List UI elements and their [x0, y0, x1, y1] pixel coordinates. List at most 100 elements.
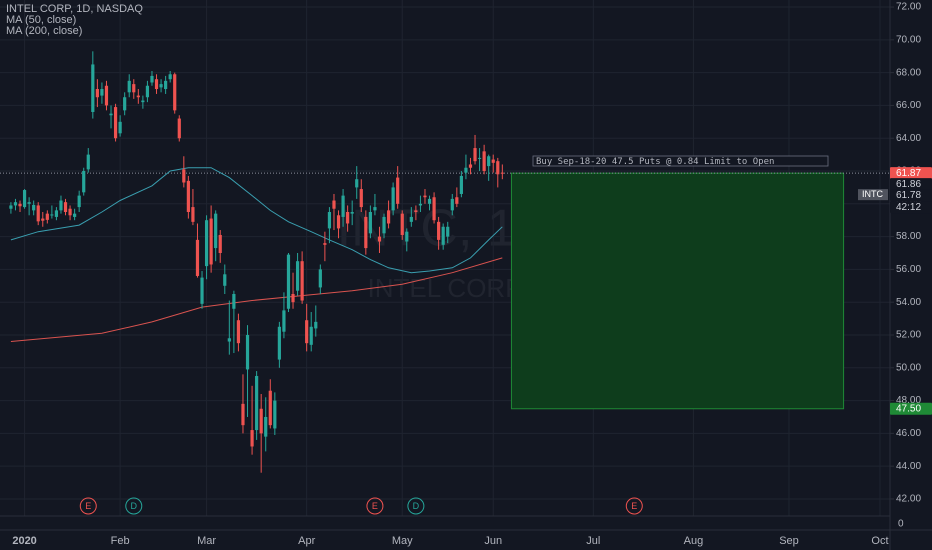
axes: 42.00 44.00 46.00 48.00 50.00 52.00 54.00 56.00… [6, 2, 932, 547]
candle-body [286, 254, 291, 309]
plot: Buy Sep-18-20 47.5 Puts @ 0.84 Limit to … [0, 51, 890, 515]
candle-body [86, 154, 90, 170]
candle-body [427, 198, 432, 204]
y-tick-label: 64.00 [896, 133, 921, 144]
candle-body [282, 310, 286, 332]
y-tick-label: 70.00 [896, 34, 921, 45]
y-tick-label: 48.00 [896, 395, 921, 406]
candle-body [500, 172, 504, 174]
candle-body [127, 80, 131, 93]
candle-body [359, 189, 363, 208]
candle-body [159, 84, 163, 88]
event-label: E [372, 501, 378, 511]
candle-body [487, 156, 491, 167]
candle-body [13, 202, 18, 206]
candle-body [450, 198, 454, 211]
event-label: E [85, 501, 91, 511]
candle-body [182, 169, 186, 183]
candle-body [191, 207, 195, 222]
candle-body [446, 226, 450, 237]
candle-body [59, 200, 63, 211]
x-tick-label: Jul [586, 535, 600, 547]
target-price-tag-bg [890, 402, 932, 415]
legend-entry: MA (200, close) [6, 25, 82, 37]
candle-body [218, 234, 222, 253]
y-tick-label: 46.00 [896, 428, 921, 439]
candle-body [259, 408, 263, 434]
candle-body [468, 164, 473, 168]
y-tick-label: 50.00 [896, 362, 921, 373]
bid-tag-bg [890, 178, 932, 191]
candle-body [336, 215, 341, 229]
candle-body [132, 84, 136, 93]
y-tick-label: 52.00 [896, 330, 921, 341]
candle-body [482, 151, 486, 172]
candle-body [245, 334, 250, 370]
candle-body [432, 197, 436, 221]
candle-body [82, 171, 86, 193]
candle-body [36, 205, 40, 222]
candle-body [382, 216, 386, 234]
candle-body [409, 216, 413, 222]
bid-tag: 61.86 [896, 179, 921, 190]
candle-body [113, 107, 118, 139]
candle-body [45, 213, 49, 220]
candle-body [54, 210, 59, 217]
event-marker [407, 497, 425, 515]
x-tick-label: Mar [197, 535, 216, 547]
order-label: Buy Sep-18-20 47.5 Puts @ 0.84 Limit to … [536, 157, 774, 167]
candle-body [145, 85, 150, 98]
candle-body [277, 326, 281, 360]
candle-body [41, 218, 45, 221]
order-box [532, 155, 829, 167]
target-zone [510, 172, 845, 410]
candle-body [118, 121, 122, 134]
candle-body [405, 231, 409, 242]
candle-body [91, 64, 95, 112]
candle-body [473, 148, 477, 162]
candle-body [318, 269, 322, 288]
y-tick-label: 72.00 [896, 2, 921, 13]
candle-body [418, 203, 423, 206]
candle-body [227, 338, 231, 342]
candle-body [141, 100, 145, 103]
candle-body [204, 220, 209, 267]
candle-body [437, 221, 441, 240]
countdown-tag: 42:12 [896, 202, 921, 213]
candle-body [73, 213, 77, 217]
candle-body [9, 205, 13, 209]
candle-body [364, 216, 368, 249]
candle-body [264, 416, 268, 437]
last-price-tag: 61.87 [896, 168, 921, 179]
candle-body [177, 118, 181, 139]
candle-body [223, 274, 227, 286]
y-tick-label: 54.00 [896, 297, 921, 308]
candle-body [391, 187, 395, 211]
candle-body [68, 208, 72, 216]
y-tick-label: 42.00 [896, 494, 921, 505]
x-tick-label: Aug [684, 535, 704, 547]
candle-body [241, 403, 245, 426]
event-marker [125, 497, 143, 515]
candle-body [459, 175, 463, 194]
candle-body [22, 190, 27, 208]
candle-body [400, 213, 404, 235]
candle-body [377, 236, 382, 242]
y-tick-label: 68.00 [896, 67, 921, 78]
candle-body [341, 195, 345, 217]
candle-body [355, 179, 359, 188]
candle-body [109, 113, 113, 116]
candle-body [27, 202, 31, 204]
event-marker [366, 497, 384, 515]
candle-body [273, 400, 277, 429]
ma-line [10, 167, 503, 274]
candle-body [332, 200, 336, 209]
candle-body [168, 74, 172, 80]
candle-body [236, 320, 241, 344]
candle-body [63, 202, 68, 213]
event-label: D [131, 501, 138, 511]
candle-body [441, 226, 445, 245]
candle-body [291, 293, 295, 303]
symbol-price-tag: 61.78 [896, 190, 921, 201]
